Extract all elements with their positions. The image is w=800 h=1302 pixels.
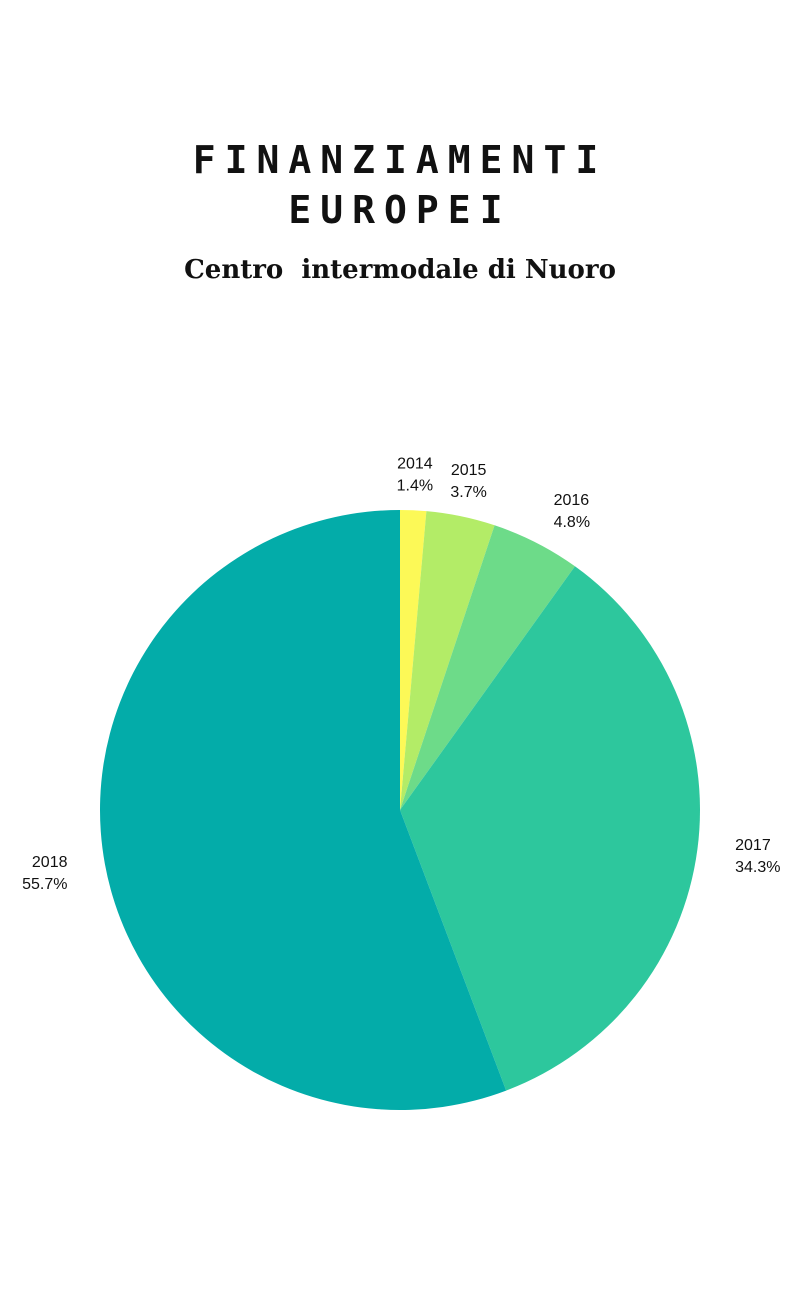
pie-slice-2018 <box>99 510 507 1110</box>
pie-labels: 2014 1.4% 2015 3.7% 2016 4.8% 2017 34.3% 2018 55.… <box>22 455 780 892</box>
pie-slice-2016 <box>400 525 575 810</box>
slice-label-year-2018: 2018 <box>32 854 68 871</box>
slice-label-percent-2014: 1.4% <box>397 477 433 494</box>
chart-title-line-1: FINANZIAMENTI <box>192 138 608 182</box>
slice-label-year-2014: 2014 <box>397 455 433 472</box>
chart-title-line-2: EUROPEI <box>288 188 512 232</box>
slice-label-percent-2018: 55.7% <box>22 876 67 893</box>
pie-slice-2014 <box>400 510 427 810</box>
pie-slice-2017 <box>400 566 700 1091</box>
slice-label-percent-2017: 34.3% <box>735 859 780 876</box>
slice-label-year-2015: 2015 <box>451 462 487 479</box>
slice-label-year-2016: 2016 <box>554 492 590 509</box>
chart-subtitle: Centro intermodale di Nuoro <box>184 255 616 285</box>
slice-label-year-2017: 2017 <box>735 837 771 854</box>
slice-label-percent-2016: 4.8% <box>554 514 590 531</box>
slice-label-percent-2015: 3.7% <box>450 484 486 501</box>
pie-slice-2015 <box>400 511 495 810</box>
pie-slices <box>99 510 700 1110</box>
